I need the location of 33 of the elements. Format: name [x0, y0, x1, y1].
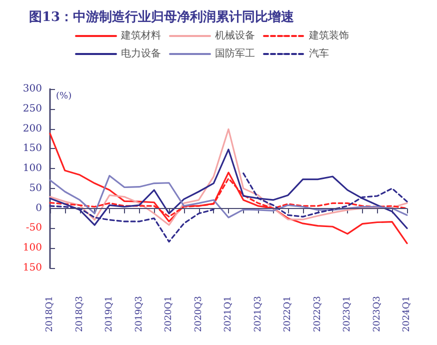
- x-tick-label: 2023Q3: [372, 296, 382, 332]
- x-tick-label: 2019Q3: [134, 296, 144, 332]
- y-tick-label: -50: [26, 222, 42, 234]
- chart-title: 图13：中游制造行业归母净利润累计同比增速: [29, 9, 296, 25]
- x-tick-label: 2022Q3: [312, 296, 323, 332]
- x-tick-label: 2023Q1: [342, 296, 352, 332]
- line-series: [49, 128, 408, 226]
- x-tick-label: 2019Q1: [104, 296, 114, 332]
- line-series: [49, 132, 408, 244]
- legend-label: 建筑材料: [120, 30, 161, 42]
- x-tick-label: 2018Q1: [45, 296, 55, 332]
- x-tick-label: 2024Q1: [402, 296, 412, 332]
- y-tick-label: 0: [36, 202, 42, 214]
- y-tick-label: 250: [22, 103, 42, 114]
- x-tick-label: 2020Q1: [164, 296, 174, 332]
- y-tick-label: 50: [29, 182, 42, 194]
- y-tick-label: 100: [22, 242, 42, 254]
- y-tick-label: 150: [22, 262, 42, 274]
- legend-label: 建筑装饰: [308, 30, 349, 42]
- y-tick-label: 300: [22, 84, 42, 94]
- x-tick-label: 2022Q1: [283, 296, 293, 332]
- legend-label: 电力设备: [121, 48, 161, 60]
- y-tick-label: 100: [22, 163, 42, 174]
- y-axis-title: (%): [56, 92, 72, 102]
- legend-label: 汽车: [309, 48, 329, 60]
- x-tick-label: 2021Q1: [224, 296, 234, 332]
- x-tick-label: 2020Q3: [194, 296, 204, 332]
- y-tick-label: 150: [22, 143, 42, 154]
- x-tick-label: 2021Q3: [253, 296, 264, 332]
- legend-label: 国防军工: [215, 48, 255, 60]
- y-tick-label: 200: [22, 123, 42, 134]
- x-tick-label: 2018Q3: [74, 296, 85, 332]
- legend-label: 机械设备: [215, 30, 255, 42]
